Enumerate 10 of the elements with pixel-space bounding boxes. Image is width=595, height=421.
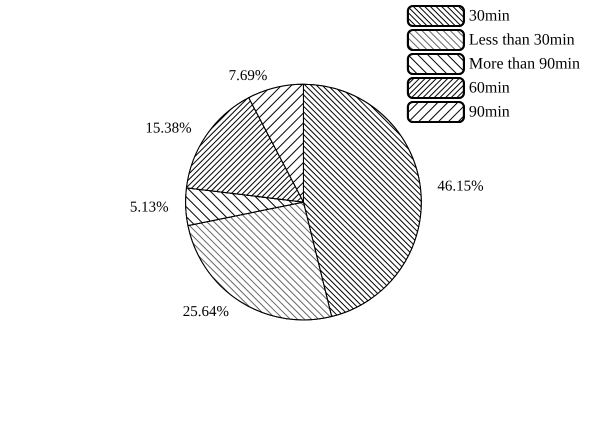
legend-label: Less than 30min xyxy=(468,32,575,48)
legend-label: 60min xyxy=(468,80,510,96)
data-label: 5.13% xyxy=(130,199,169,216)
data-label: 15.38% xyxy=(145,120,192,136)
data-label: 25.64% xyxy=(182,304,230,320)
legend-label: More than 90min xyxy=(468,56,580,72)
legend-label: 90min xyxy=(468,104,510,120)
data-label: 46.15% xyxy=(437,178,484,194)
legend-label: 30min xyxy=(468,8,510,24)
data-label: 7.69% xyxy=(228,68,268,84)
